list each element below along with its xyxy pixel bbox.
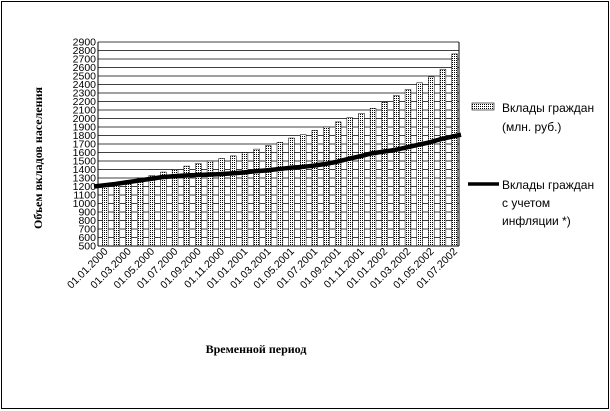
- bar: [346, 117, 353, 247]
- bar: [323, 126, 330, 247]
- legend-line-label-line2: с учетом: [502, 196, 550, 210]
- y-tick-label: 1400: [73, 164, 97, 176]
- y-tick-label: 1700: [73, 139, 97, 151]
- bar: [113, 183, 121, 247]
- bar: [311, 130, 318, 247]
- y-tick-label: 1900: [73, 122, 97, 134]
- bar: [230, 155, 237, 247]
- legend-bar-label-line1: Вклады граждан: [502, 101, 594, 115]
- y-tick-label: 900: [78, 207, 96, 219]
- y-axis-title: Объем вкладов населения: [31, 86, 45, 229]
- bar: [381, 102, 388, 247]
- bar: [451, 53, 458, 247]
- y-tick-label: 500: [78, 241, 96, 253]
- y-tick-label: 1000: [73, 198, 97, 210]
- legend-bar-label-line2: (млн. руб.): [502, 120, 561, 134]
- bar: [265, 145, 272, 247]
- legend: Вклады граждан (млн. руб.) Вклады гражда…: [468, 101, 594, 228]
- bar: [160, 171, 167, 247]
- y-tick-label: 1300: [73, 173, 97, 185]
- bar: [218, 158, 225, 247]
- bar: [334, 121, 342, 247]
- bar: [416, 82, 423, 247]
- x-axis-title: Временной период: [206, 342, 307, 356]
- y-tick-label: 1800: [73, 130, 97, 142]
- y-tick-label: 2000: [73, 113, 97, 125]
- bar: [136, 177, 144, 247]
- bar: [241, 152, 249, 247]
- bar: [369, 108, 377, 247]
- y-tick-label: 2900: [73, 37, 97, 49]
- inflation-adjusted-line: [93, 132, 462, 189]
- bar: [358, 113, 365, 247]
- y-tick-label: 800: [78, 215, 96, 227]
- bar: [428, 76, 435, 247]
- y-tick-label: 1100: [73, 190, 96, 202]
- y-tick-label: 2200: [73, 96, 97, 108]
- y-tick-label: 1200: [73, 181, 97, 193]
- legend-line-label-line3: инфляции *): [502, 214, 571, 228]
- y-tick-label: 2100: [73, 105, 97, 117]
- legend-bar-swatch: [471, 102, 495, 111]
- legend-line-label-line1: Вклады граждан: [502, 178, 594, 192]
- y-tick-label: 2700: [73, 54, 97, 66]
- bar: [404, 89, 412, 247]
- bar: [393, 95, 400, 247]
- y-tick-label: 700: [78, 224, 96, 236]
- bar: [183, 165, 190, 247]
- y-tick-label: 2800: [73, 45, 97, 57]
- y-tick-label: 2300: [73, 88, 97, 100]
- bar: [125, 180, 132, 247]
- y-tick-label: 2500: [73, 71, 97, 83]
- bar: [171, 169, 179, 247]
- bar: [288, 137, 295, 247]
- y-tick-label: 2600: [73, 62, 97, 74]
- bar: [253, 148, 260, 247]
- y-tick-label: 600: [78, 232, 96, 244]
- bar: [300, 134, 307, 247]
- y-tick-label: 1600: [73, 147, 97, 159]
- y-tick-label: 2400: [73, 79, 97, 91]
- bar: [102, 186, 109, 247]
- bar: [276, 142, 284, 247]
- bar: [148, 175, 155, 247]
- y-tick-label: 1500: [73, 156, 97, 168]
- bar: [439, 68, 447, 247]
